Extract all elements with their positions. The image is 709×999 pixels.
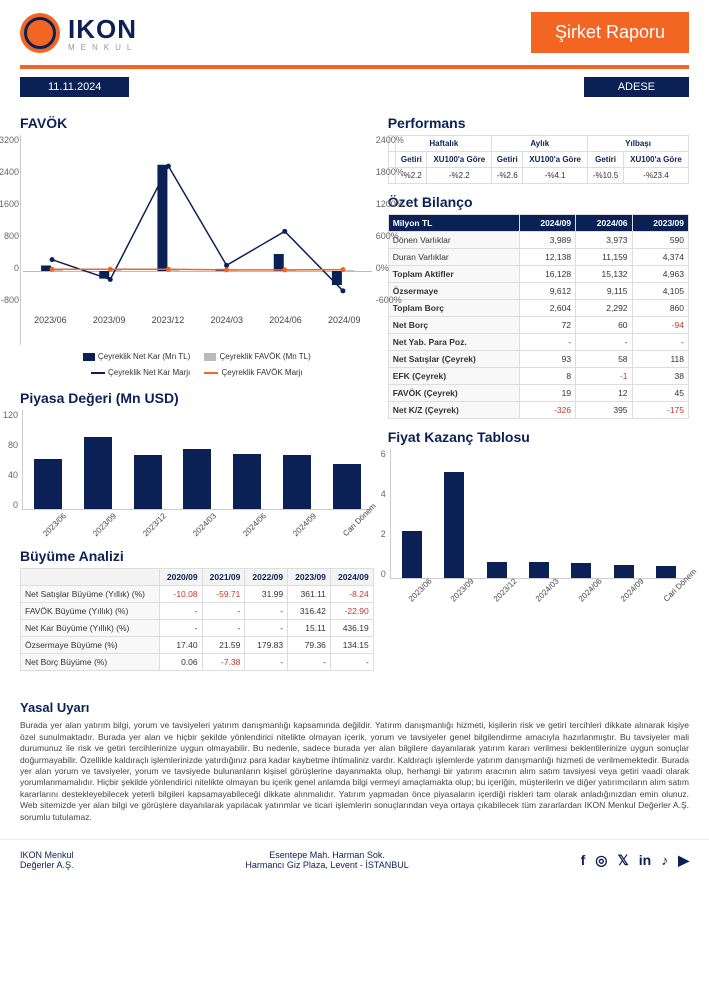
legend-label: Çeyreklik FAVÖK Marjı — [221, 367, 302, 380]
footer-company-2: Değerler A.Ş. — [20, 860, 74, 870]
social-icons: f ◎ 𝕏in ♪ ▶ — [581, 852, 689, 869]
favok-title: FAVÖK — [20, 115, 374, 131]
date-chip: 11.11.2024 — [20, 77, 129, 97]
growth-table: 2020/092021/092022/092023/092024/09Net S… — [20, 568, 374, 671]
balance-table: Milyon TL2024/092024/062023/09Dönen Varl… — [388, 214, 689, 419]
pe-chart: 6420 2023/062023/092023/122024/032024/06… — [388, 449, 689, 619]
footer: IKON Menkul Değerler A.Ş. Esentepe Mah. … — [0, 839, 709, 880]
favok-chart: 3200240016008000-800 2400%1800%1200%600%… — [20, 135, 374, 345]
legal-title: Yasal Uyarı — [20, 699, 689, 717]
social-icon[interactable]: ▶ — [678, 852, 689, 869]
report-title: Şirket Raporu — [531, 12, 689, 53]
footer-company-1: IKON Menkul — [20, 850, 74, 860]
pe-title: Fiyat Kazanç Tablosu — [388, 429, 689, 445]
legal-notice: Yasal Uyarı Burada yer alan yatırım bilg… — [0, 683, 709, 840]
social-icon[interactable]: f — [581, 852, 586, 869]
footer-addr-2: Harmancı Giz Plaza, Levent - İSTANBUL — [245, 860, 408, 870]
legend-label: Çeyreklik Net Kar (Mn TL) — [98, 351, 190, 364]
social-icon[interactable]: ♪ — [661, 852, 668, 869]
footer-addr-1: Esentepe Mah. Harman Sok. — [245, 850, 408, 860]
social-icon[interactable]: in — [639, 852, 651, 869]
header: IKON MENKUL Şirket Raporu — [0, 0, 709, 65]
social-icon[interactable]: 𝕏 — [617, 852, 628, 869]
legal-text: Burada yer alan yatırım bilgi, yorum ve … — [20, 720, 689, 823]
social-icon[interactable]: ◎ — [595, 852, 607, 869]
legend-label: Çeyreklik FAVÖK (Mn TL) — [219, 351, 310, 364]
favok-legend: Çeyreklik Net Kar (Mn TL) Çeyreklik FAVÖ… — [20, 351, 374, 380]
performance-table: HaftalıkAylıkYılbaşıGetiriXU100'a GöreGe… — [388, 135, 689, 184]
legend-label: Çeyreklik Net Kar Marjı — [108, 367, 190, 380]
perf-title: Performans — [388, 115, 689, 131]
brand-sub: MENKUL — [68, 43, 137, 52]
logo-icon — [20, 13, 60, 53]
balance-title: Özet Bilanço — [388, 194, 689, 210]
mv-chart: 12080400 2023/062023/092023/122024/03202… — [20, 410, 374, 540]
brand-name: IKON — [68, 14, 137, 45]
ticker-chip: ADESE — [584, 77, 689, 97]
mv-title: Piyasa Değeri (Mn USD) — [20, 390, 374, 406]
divider — [20, 65, 689, 69]
logo: IKON MENKUL — [20, 13, 137, 53]
growth-title: Büyüme Analizi — [20, 548, 374, 564]
